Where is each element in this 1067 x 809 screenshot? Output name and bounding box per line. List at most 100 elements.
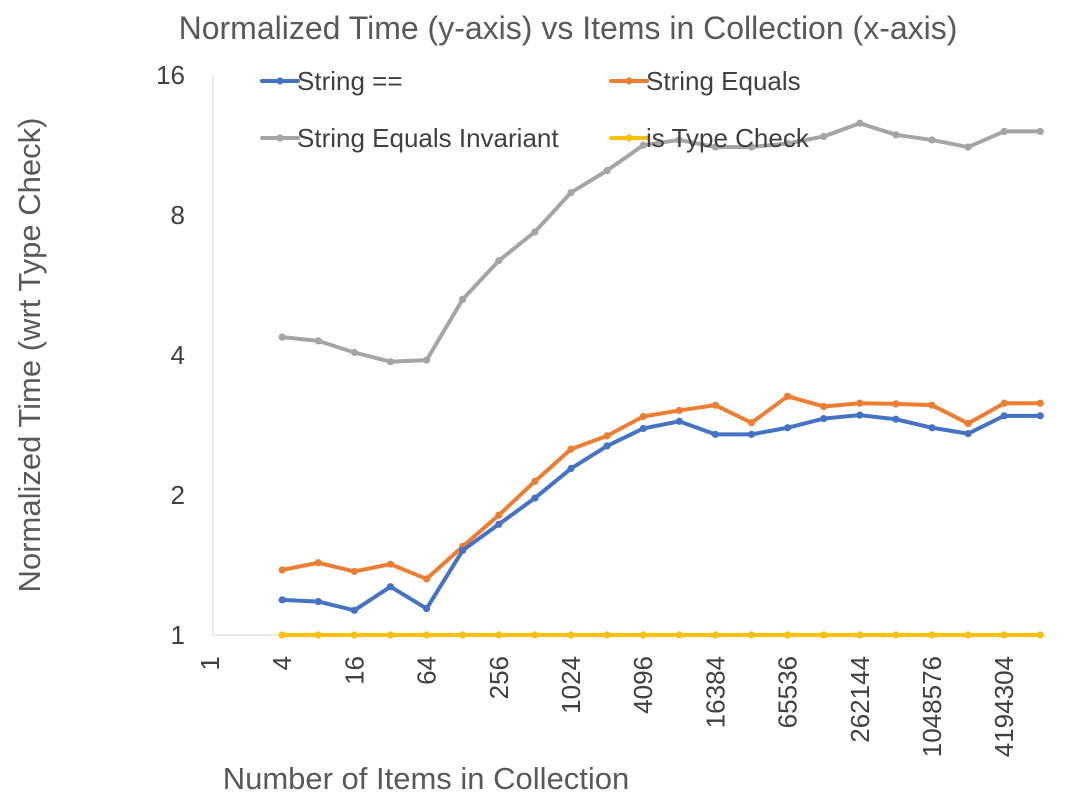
- x-tick-label: 64: [412, 656, 442, 685]
- data-point: [820, 402, 828, 411]
- series-line: [280, 394, 1043, 581]
- data-point: [639, 141, 647, 149]
- legend-swatch-marker: [276, 77, 284, 85]
- data-point: [711, 430, 720, 438]
- data-point: [423, 631, 431, 639]
- legend-label: String Equals: [646, 66, 801, 96]
- data-point: [314, 597, 322, 606]
- series-line: [280, 121, 1043, 364]
- x-tick-label: 16384: [700, 656, 730, 728]
- legend-swatch-marker: [276, 134, 284, 142]
- data-point: [350, 631, 358, 639]
- data-point: [386, 631, 395, 639]
- data-point: [856, 119, 864, 127]
- data-point: [423, 575, 431, 583]
- y-tick-label: 2: [171, 480, 185, 510]
- data-point: [1000, 412, 1008, 420]
- data-point: [856, 399, 864, 407]
- chart-title: Normalized Time (y-axis) vs Items in Col…: [179, 10, 958, 46]
- data-point: [531, 228, 539, 236]
- data-point: [603, 432, 611, 440]
- data-point: [820, 631, 828, 639]
- data-point: [639, 631, 647, 639]
- y-tick-label: 1: [171, 620, 185, 650]
- x-tick-label: 262144: [845, 656, 875, 743]
- data-point: [820, 132, 828, 141]
- x-tick-label: 1048576: [917, 656, 947, 757]
- data-point: [495, 257, 503, 265]
- legend-label: String ==: [297, 66, 403, 96]
- data-point: [711, 143, 720, 151]
- series-string-equals: [278, 392, 1044, 583]
- series-lines: [278, 119, 1044, 639]
- data-point: [531, 494, 539, 502]
- data-point: [531, 631, 539, 639]
- data-point: [711, 401, 720, 409]
- legend-swatch-marker: [625, 134, 633, 142]
- data-point: [964, 143, 972, 151]
- data-point: [350, 348, 358, 357]
- y-tick-label: 16: [156, 60, 185, 90]
- data-point: [567, 631, 575, 639]
- series-string-equals-invariant: [278, 119, 1044, 366]
- data-point: [278, 596, 286, 604]
- data-point: [278, 631, 286, 639]
- data-point: [603, 631, 611, 639]
- series-string: [278, 411, 1044, 614]
- y-tick-label: 8: [171, 200, 185, 230]
- data-point: [747, 143, 756, 151]
- data-point: [747, 419, 756, 427]
- y-tick-label: 4: [171, 340, 185, 370]
- series-line: [280, 413, 1043, 613]
- data-point: [856, 631, 864, 639]
- data-point: [386, 358, 395, 366]
- data-point: [314, 631, 322, 639]
- data-point: [1036, 127, 1044, 136]
- x-tick-label: 256: [484, 656, 514, 699]
- x-tick-label: 1: [195, 656, 225, 670]
- data-point: [747, 430, 756, 438]
- x-tick-label: 4194304: [989, 656, 1019, 757]
- data-point: [603, 442, 611, 450]
- data-point: [567, 464, 575, 473]
- data-point: [278, 566, 286, 574]
- data-point: [964, 419, 972, 428]
- data-point: [350, 606, 358, 614]
- legend-item: String ==: [260, 66, 403, 96]
- legend-item: is Type Check: [609, 123, 810, 153]
- data-point: [675, 136, 683, 144]
- legend-label: String Equals Invariant: [297, 123, 559, 153]
- data-point: [495, 631, 503, 639]
- data-point: [675, 631, 683, 639]
- data-point: [531, 477, 539, 485]
- data-point: [495, 511, 503, 519]
- x-tick-label: 4: [267, 656, 297, 670]
- data-point: [784, 139, 792, 148]
- data-point: [567, 188, 575, 197]
- data-point: [784, 631, 792, 639]
- data-point: [711, 631, 720, 639]
- data-point: [386, 583, 395, 591]
- data-point: [278, 333, 286, 341]
- data-point: [495, 520, 503, 528]
- data-point: [567, 445, 575, 453]
- data-point: [892, 415, 900, 423]
- x-axis-title: Number of Items in Collection: [223, 761, 630, 796]
- data-point: [928, 631, 936, 639]
- data-point: [892, 631, 900, 639]
- data-point: [459, 631, 467, 639]
- data-point: [639, 424, 647, 433]
- data-point: [350, 567, 358, 576]
- data-point: [639, 412, 647, 421]
- legend-item: String Equals Invariant: [260, 123, 559, 153]
- data-point: [1000, 127, 1008, 136]
- data-point: [747, 631, 756, 639]
- x-tick-label: 1024: [556, 656, 586, 714]
- data-point: [964, 631, 972, 639]
- data-point: [1000, 631, 1008, 639]
- data-point: [892, 400, 900, 408]
- x-tick-label: 16: [339, 656, 369, 685]
- data-point: [459, 546, 467, 555]
- x-tick-label: 4096: [628, 656, 658, 714]
